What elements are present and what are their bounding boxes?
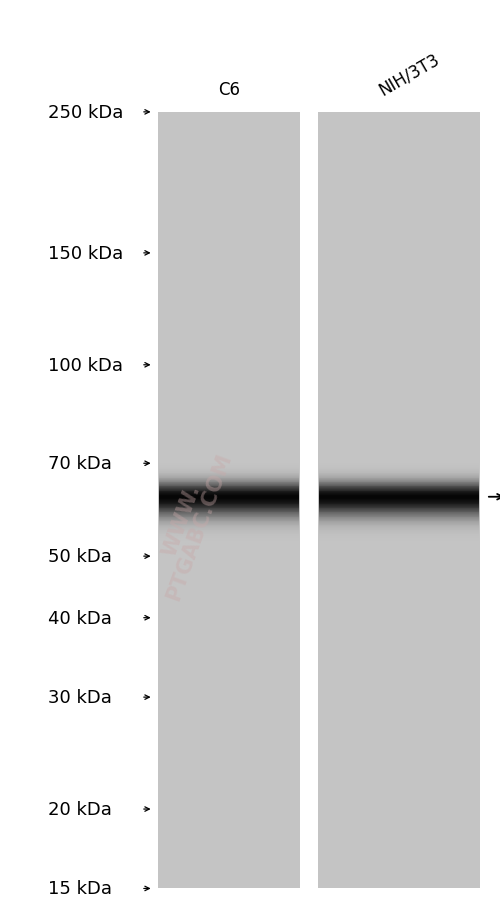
- Text: 250 kDa: 250 kDa: [48, 104, 123, 122]
- Text: 150 kDa: 150 kDa: [48, 244, 123, 262]
- Text: 100 kDa: 100 kDa: [48, 356, 122, 374]
- Text: 50 kDa: 50 kDa: [48, 548, 112, 566]
- Text: 40 kDa: 40 kDa: [48, 609, 112, 627]
- Text: C6: C6: [218, 81, 240, 99]
- Bar: [318, 113, 480, 888]
- Text: NIH/3T3: NIH/3T3: [375, 51, 442, 99]
- Text: 15 kDa: 15 kDa: [48, 879, 112, 897]
- Text: 20 kDa: 20 kDa: [48, 800, 112, 818]
- Text: 30 kDa: 30 kDa: [48, 688, 112, 706]
- Text: 70 kDa: 70 kDa: [48, 455, 112, 473]
- Text: WWW.
PTGABC.COM: WWW. PTGABC.COM: [146, 444, 234, 603]
- Bar: [158, 113, 300, 888]
